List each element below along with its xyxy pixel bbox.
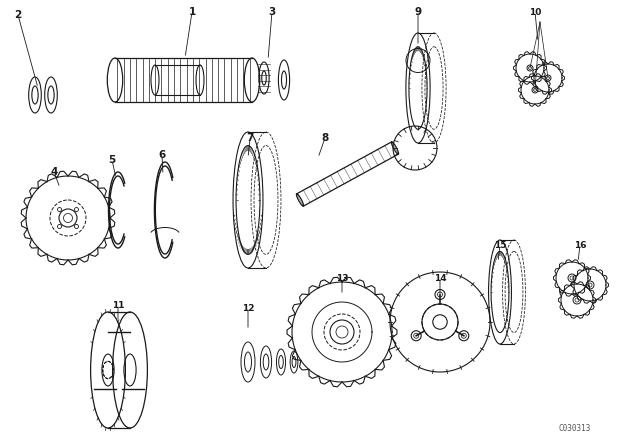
Text: 8: 8 — [321, 133, 328, 143]
Text: 2: 2 — [14, 10, 22, 20]
Text: 4: 4 — [51, 167, 58, 177]
Text: 15: 15 — [493, 241, 506, 250]
Text: 3: 3 — [268, 7, 276, 17]
Text: 13: 13 — [336, 273, 348, 283]
Text: 1: 1 — [188, 7, 196, 17]
Text: 7: 7 — [246, 133, 253, 143]
Text: 12: 12 — [242, 303, 254, 313]
Text: C030313: C030313 — [559, 423, 591, 432]
Text: 14: 14 — [434, 273, 446, 283]
Text: 9: 9 — [415, 7, 422, 17]
Text: 16: 16 — [573, 241, 586, 250]
Text: 5: 5 — [108, 155, 116, 165]
Text: 6: 6 — [158, 150, 166, 160]
Text: 11: 11 — [112, 301, 124, 310]
Text: 10: 10 — [529, 8, 541, 17]
